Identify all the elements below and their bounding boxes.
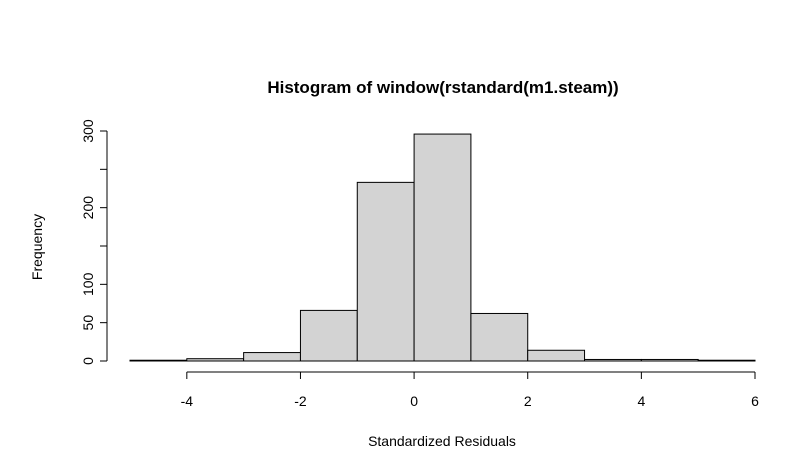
histogram-bar [470,312,529,362]
y-axis: 0 50 100 200 300 [80,119,108,365]
x-tick-label: 4 [637,393,645,409]
x-axis: -4 -2 0 2 4 6 [181,371,759,409]
histogram-bar [129,359,188,362]
y-tick-label: 100 [80,272,96,296]
histogram-bar [640,358,699,362]
histogram-bar [584,358,642,362]
histogram-bar [697,359,756,362]
x-tick-label: -2 [294,393,307,409]
x-axis-label: Standardized Residuals [368,433,516,449]
x-tick-label: 0 [410,393,418,409]
x-tick-label: 2 [524,393,532,409]
y-tick-label: 0 [80,357,96,365]
histogram-bar [299,309,358,362]
histogram-bar [186,358,245,362]
y-axis-label: Frequency [29,214,45,280]
histogram-bar [413,133,472,362]
y-tick-label: 300 [80,119,96,143]
chart-title: Histogram of window(rstandard(m1.steam)) [267,78,618,97]
y-tick-label: 200 [80,196,96,220]
x-tick-label: 6 [751,393,759,409]
histogram-bar [243,352,301,362]
bars-group [129,133,756,362]
y-tick-label: 50 [80,315,96,331]
histogram-bar [527,349,586,362]
histogram-bar [356,181,415,362]
x-tick-label: -4 [181,393,194,409]
